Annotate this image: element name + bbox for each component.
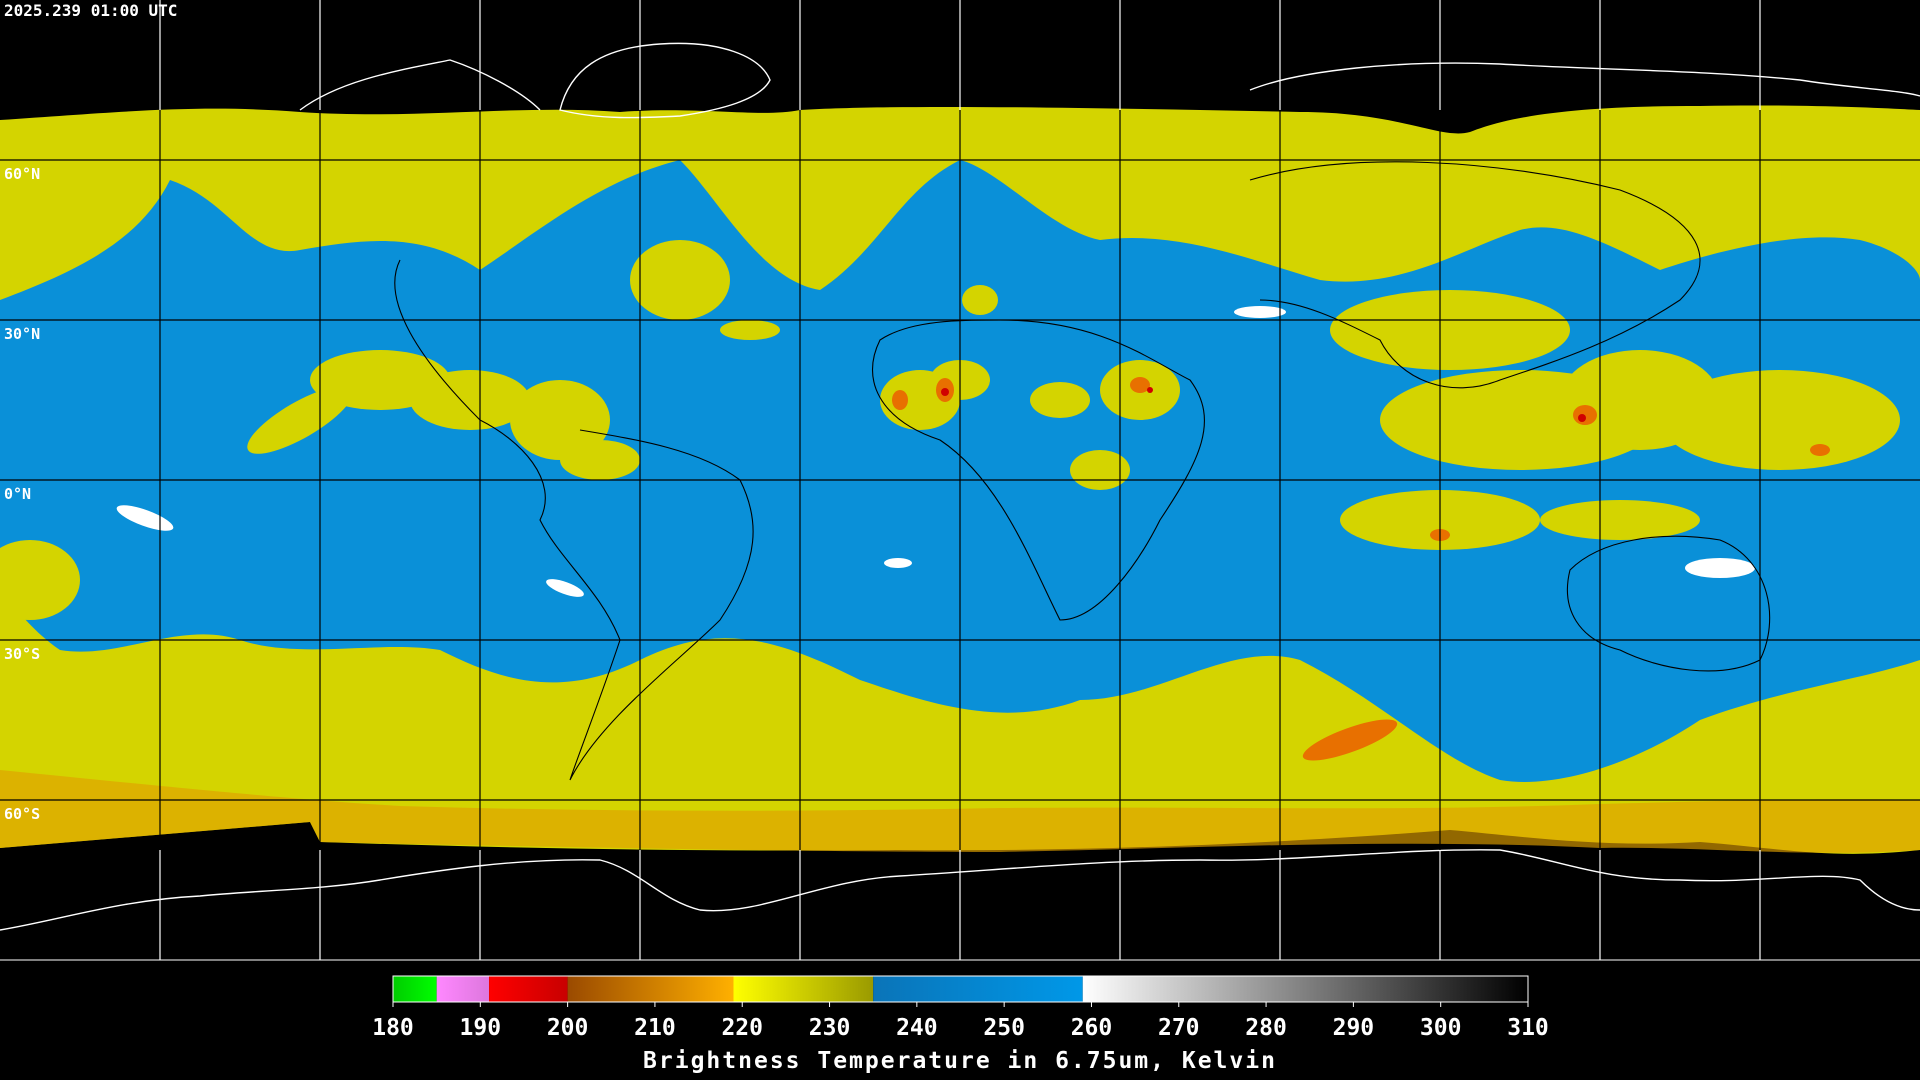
lat-label: 30°S bbox=[4, 645, 40, 663]
graticule bbox=[159, 0, 1761, 960]
lat-label: 0°N bbox=[4, 485, 31, 503]
colorbar-tick-label: 230 bbox=[809, 1015, 851, 1041]
lat-label: 30°N bbox=[4, 325, 40, 343]
colorbar-segment bbox=[393, 976, 437, 1002]
colorbar-tick-label: 290 bbox=[1333, 1015, 1375, 1041]
colorbar-tick-label: 220 bbox=[721, 1015, 763, 1041]
colorbar-segment bbox=[489, 976, 568, 1002]
latitude-labels: 60°N 30°N 0°N 30°S 60°S bbox=[4, 165, 40, 823]
colorbar: 180 190 200 210 220 230 240 250 260 270 280 290 300 3… bbox=[372, 975, 1549, 1041]
colorbar-tick-label: 240 bbox=[896, 1015, 938, 1041]
colorbar-tick-label: 310 bbox=[1507, 1015, 1549, 1041]
colorbar-tick-label: 270 bbox=[1158, 1015, 1200, 1041]
colorbar-segment bbox=[733, 976, 874, 1002]
map-imagery bbox=[0, 0, 1920, 960]
colorbar-segment bbox=[436, 976, 490, 1002]
lat-label: 60°N bbox=[4, 165, 40, 183]
colorbar-tick-label: 250 bbox=[983, 1015, 1025, 1041]
colorbar-segment bbox=[1082, 976, 1528, 1002]
colorbar-segment bbox=[873, 976, 1083, 1002]
colorbar-frame bbox=[392, 975, 1529, 1003]
colorbar-tick-label: 260 bbox=[1071, 1015, 1113, 1041]
colorbar-tick-label: 280 bbox=[1245, 1015, 1287, 1041]
colorbar-tick-label: 200 bbox=[547, 1015, 589, 1041]
colorbar-tick-label: 300 bbox=[1420, 1015, 1462, 1041]
colorbar-title: Brightness Temperature in 6.75um, Kelvin bbox=[643, 1048, 1277, 1074]
colorbar-segment bbox=[567, 976, 734, 1002]
lat-label: 60°S bbox=[4, 805, 40, 823]
timestamp: 2025.239 01:00 UTC bbox=[4, 1, 177, 20]
colorbar-tick-label: 180 bbox=[372, 1015, 414, 1041]
colorbar-tick-label: 190 bbox=[460, 1015, 502, 1041]
colorbar-tick-label: 210 bbox=[634, 1015, 676, 1041]
